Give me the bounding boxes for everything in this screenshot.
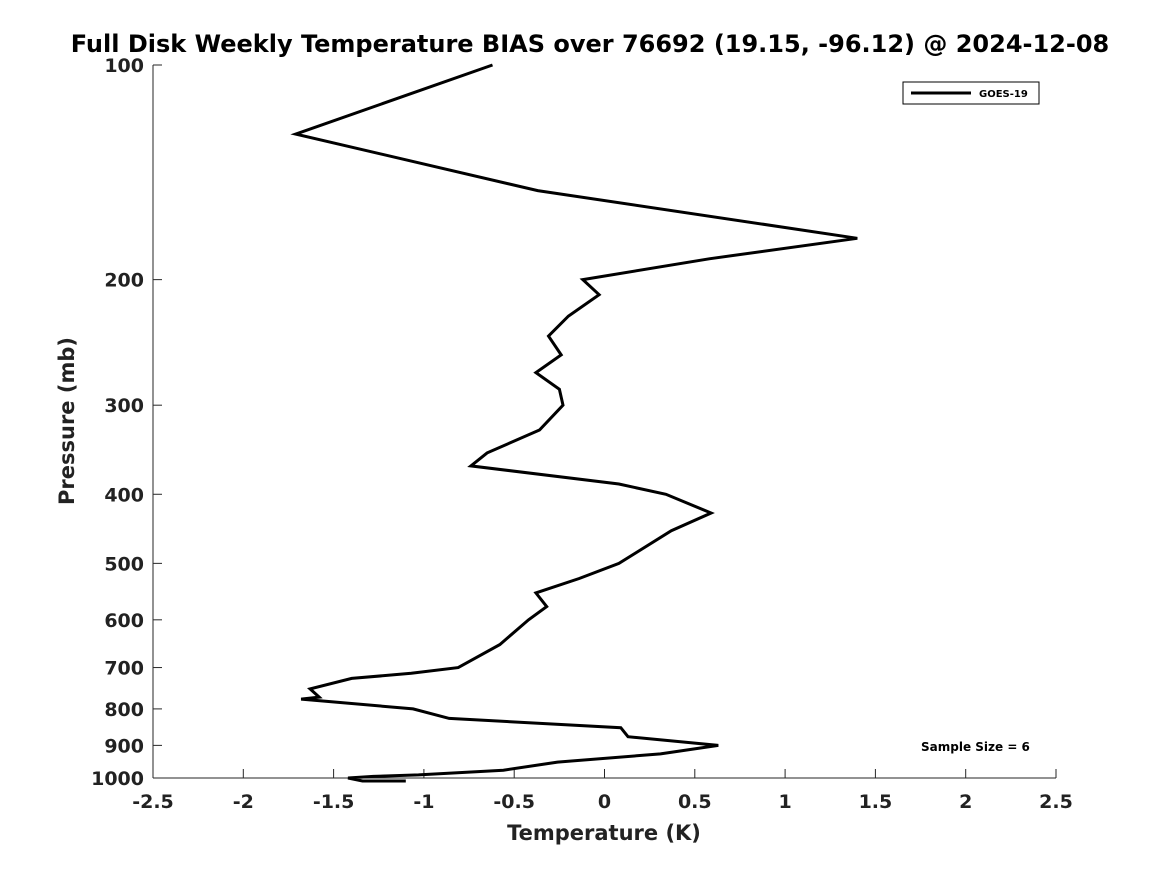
x-tick-label: -0.5 (493, 791, 535, 813)
x-tick-label: 2.5 (1039, 791, 1073, 813)
y-tick-label: 400 (104, 484, 144, 506)
y-tick-label: 700 (104, 658, 144, 680)
y-tick-label: 600 (104, 610, 144, 632)
x-tick-label: 2 (959, 791, 972, 813)
sample-size-annotation: Sample Size = 6 (921, 740, 1030, 754)
x-tick-label: -1.5 (313, 791, 355, 813)
x-tick-label: -2.5 (132, 791, 174, 813)
x-tick-label: -2 (233, 791, 254, 813)
y-tick-label: 500 (104, 553, 144, 575)
x-axis-label: Temperature (K) (507, 821, 701, 845)
legend: GOES-19 (902, 81, 1040, 105)
y-axis-label: Pressure (mb) (55, 337, 79, 505)
y-axis-ticks: 100 200 300 400 500 600 700 800 900 1000 (91, 55, 162, 790)
chart-title: Full Disk Weekly Temperature BIAS over 7… (71, 30, 1110, 58)
y-tick-label: 200 (104, 270, 144, 292)
legend-label-goes-19: GOES-19 (979, 89, 1028, 100)
x-tick-label: 1 (778, 791, 791, 813)
x-tick-label: 0.5 (678, 791, 712, 813)
x-tick-label: 0 (598, 791, 611, 813)
y-tick-label: 900 (104, 735, 144, 757)
y-tick-label: 1000 (91, 768, 144, 790)
series-line-goes-19 (290, 63, 858, 783)
x-axis-ticks: -2.5 -2 -1.5 -1 -0.5 0 0.5 1 1.5 2 2.5 (132, 769, 1073, 813)
plot-area (153, 65, 1056, 778)
x-tick-label: -1 (413, 791, 434, 813)
y-tick-label: 300 (104, 395, 144, 417)
y-tick-label: 100 (104, 55, 144, 77)
y-tick-label: 800 (104, 699, 144, 721)
x-tick-label: 1.5 (859, 791, 893, 813)
